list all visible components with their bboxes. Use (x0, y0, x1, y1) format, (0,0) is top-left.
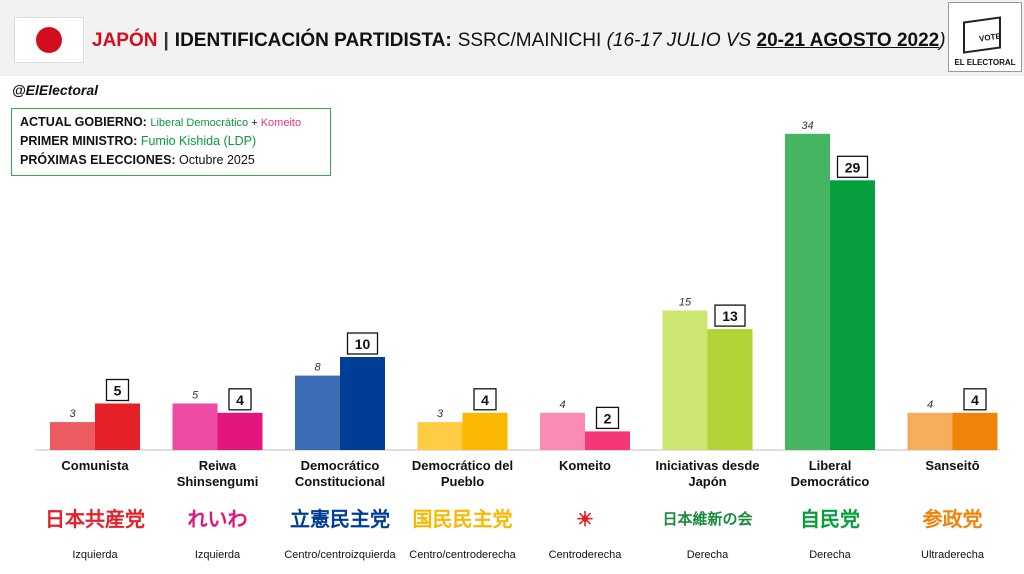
bar-prev (50, 422, 95, 450)
bar-prev (417, 422, 463, 450)
bar-curr (952, 412, 998, 450)
date-open: ( (606, 30, 613, 51)
gov-komeito: Komeito (260, 117, 302, 129)
title-main: IDENTIFICACIÓN PARTIDISTA: (174, 30, 452, 51)
party-logo: 日本共産党 (45, 509, 145, 531)
data-label-box (473, 388, 497, 411)
bar-curr (95, 403, 140, 450)
date-prev: 16-17 JULIO VS (612, 30, 757, 51)
ideology-label: Centroderecha (548, 549, 622, 561)
data-label-curr: 5 (114, 383, 122, 399)
data-label-box (595, 406, 620, 430)
bar-curr (217, 412, 263, 450)
page-title: JAPÓN | IDENTIFICACIÓN PARTIDISTA: SSRC/MAI… (92, 30, 946, 52)
date-close: ) (939, 30, 946, 51)
info-government: ACTUAL GOBIERNO: Liberal Democrático + K… (20, 115, 301, 129)
title-dates: (16-17 JULIO VS 20-21 AGOSTO 2022) (607, 30, 946, 51)
info-elections: PRÓXIMAS ELECCIONES: Octubre 2025 (20, 153, 255, 167)
info-box: ACTUAL GOBIERNO: Liberal Democrático + K… (11, 108, 331, 176)
data-label-prev: 8 (314, 362, 321, 374)
category-label: Comunista (61, 458, 129, 473)
twitter-handle: @ElElectoral (12, 82, 99, 98)
data-label-box (228, 388, 252, 411)
gov-key: ACTUAL GOBIERNO: (20, 115, 151, 129)
data-label-box (105, 378, 130, 402)
data-label-curr: 4 (481, 392, 489, 408)
data-label-prev: 4 (559, 399, 565, 411)
bar-prev (785, 133, 830, 451)
category-label: Sanseitō (925, 458, 980, 473)
party-logo: 国民民主党 (412, 509, 513, 531)
ideology-label: Derecha (686, 549, 729, 561)
ideology-label: Ultraderecha (921, 549, 984, 561)
elections-value: Octubre 2025 (179, 153, 255, 167)
bar-curr (830, 180, 875, 451)
gov-ldp: Liberal Democrático (150, 117, 249, 129)
bar-prev (662, 310, 708, 450)
category-label: Democrático del Pueblo (411, 458, 514, 489)
ideology-label: Centro/centroderecha (409, 549, 516, 561)
party-logo: 参政党 (922, 509, 983, 531)
pm-value: Fumio Kishida (LDP) (140, 134, 257, 148)
party-logo: れいわ (187, 509, 248, 531)
ideology-label: Izquierda (72, 549, 118, 561)
data-label-box (714, 304, 746, 327)
header-bar: JAPÓN | IDENTIFICACIÓN PARTIDISTA: SSRC/MAI… (0, 0, 1024, 76)
data-label-box (346, 332, 379, 355)
bar-prev (172, 403, 218, 450)
party-logo: 自民党 (800, 509, 860, 531)
title-country: JAPÓN (92, 30, 158, 51)
data-label-curr: 10 (355, 336, 371, 352)
bar-prev (907, 412, 953, 450)
info-prime-minister: PRIMER MINISTRO: Fumio Kishida (LDP) (20, 134, 256, 148)
ideology-label: Centro/centroizquierda (284, 549, 396, 561)
data-label-prev: 5 (192, 390, 199, 402)
category-label: Democrático Constitucional (294, 458, 386, 489)
title-separator: | (163, 30, 169, 51)
party-logo: ☀ (576, 509, 594, 531)
data-label-prev: 3 (437, 408, 444, 420)
bar-prev (540, 412, 585, 450)
title-source: SSRC/MAINICHI (457, 30, 602, 51)
data-label-prev: 3 (69, 408, 76, 420)
logo-brand-text: EL ELECTORAL (954, 58, 1016, 67)
gov-plus: + (248, 117, 261, 129)
category-label: Komeito (559, 458, 611, 473)
data-label-curr: 4 (236, 392, 244, 408)
category-label: Iniciativas desde Japón (655, 458, 760, 489)
data-label-prev: 4 (927, 399, 933, 411)
data-label-box (963, 388, 987, 411)
data-label-box (836, 155, 869, 178)
category-label: Reiwa Shinsengumi (176, 458, 259, 489)
data-label-curr: 29 (845, 159, 861, 175)
pm-key: PRIMER MINISTRO: (20, 134, 141, 148)
ideology-label: Izquierda (194, 549, 241, 561)
party-logo: 立憲民主党 (290, 509, 390, 531)
el-electoral-logo: VOTE EL ELECTORAL (948, 2, 1022, 72)
bar-curr (340, 357, 385, 450)
elections-key: PRÓXIMAS ELECCIONES: (20, 153, 180, 167)
bar-curr (707, 329, 753, 450)
category-label: Liberal Democrático (790, 458, 870, 489)
bar-prev (295, 375, 340, 450)
ideology-label: Derecha (809, 549, 851, 561)
data-label-curr: 4 (971, 392, 979, 408)
date-curr: 20-21 AGOSTO 2022 (756, 30, 940, 51)
data-label-curr: 2 (604, 410, 612, 426)
bar-curr (462, 412, 508, 450)
data-label-prev: 15 (679, 297, 692, 309)
data-label-prev: 34 (801, 120, 813, 132)
data-label-curr: 13 (722, 308, 738, 324)
party-logo: 日本維新の会 (662, 511, 753, 528)
bar-curr (585, 431, 630, 450)
flag-disc (36, 27, 62, 53)
japan-flag-icon (14, 17, 84, 63)
